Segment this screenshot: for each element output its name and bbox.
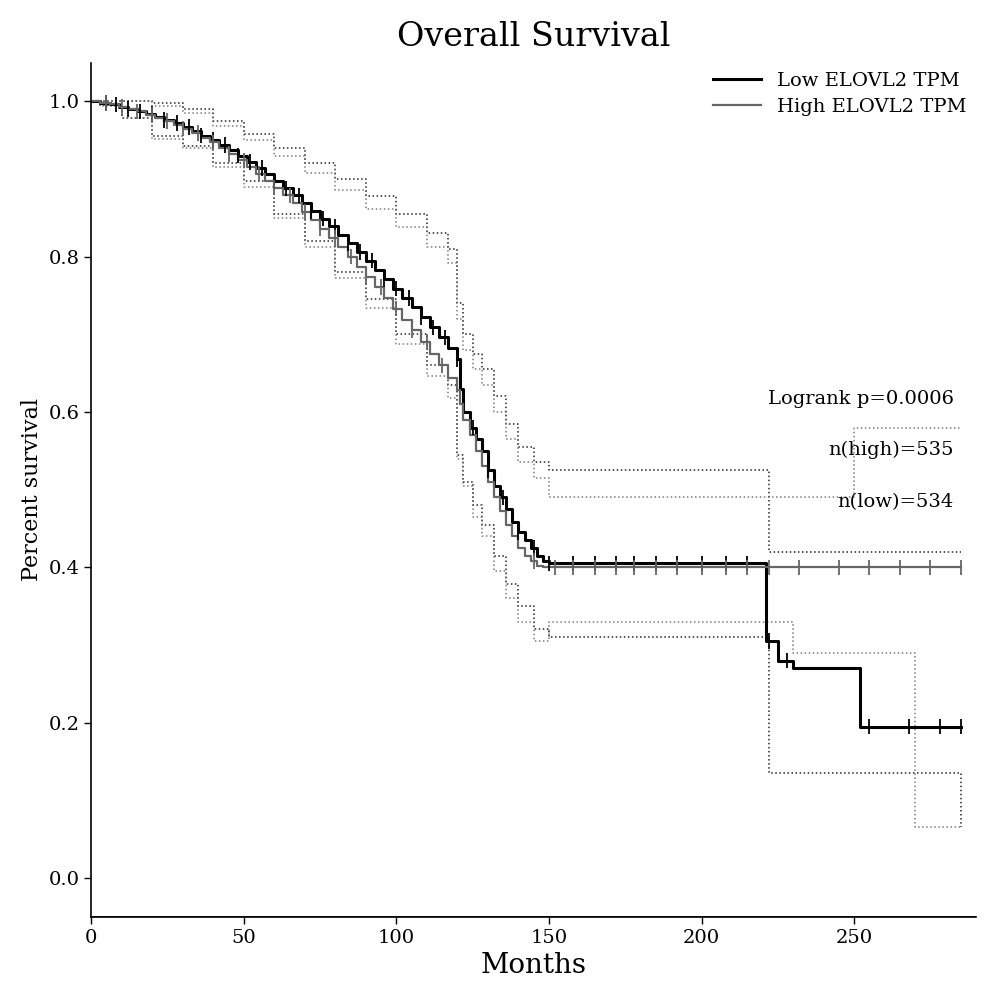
Line: High ELOVL2 TPM: High ELOVL2 TPM <box>91 101 961 567</box>
Low ELOVL2 TPM <box>757 557 769 569</box>
Low ELOVL2 TPM <box>589 557 601 569</box>
Low ELOVL2 TPM <box>955 721 967 733</box>
Title: Overall Survival: Overall Survival <box>397 21 670 53</box>
High ELOVL2 TPM <box>113 98 125 110</box>
Low ELOVL2 TPM <box>854 721 866 733</box>
High ELOVL2 TPM <box>277 189 289 201</box>
Low ELOVL2 TPM <box>803 662 815 674</box>
Low ELOVL2 TPM <box>665 557 677 569</box>
High ELOVL2 TPM <box>955 561 967 573</box>
Y-axis label: Percent survival: Percent survival <box>21 398 43 581</box>
Low ELOVL2 TPM <box>296 189 308 201</box>
Text: n(low)=534: n(low)=534 <box>837 493 954 511</box>
Text: n(high)=535: n(high)=535 <box>829 441 954 459</box>
High ELOVL2 TPM <box>476 460 488 472</box>
High ELOVL2 TPM <box>85 95 97 107</box>
Line: Low ELOVL2 TPM: Low ELOVL2 TPM <box>91 101 961 727</box>
High ELOVL2 TPM <box>351 261 363 273</box>
Low ELOVL2 TPM <box>85 95 97 107</box>
X-axis label: Months: Months <box>481 952 586 979</box>
High ELOVL2 TPM <box>122 103 134 115</box>
High ELOVL2 TPM <box>665 561 677 573</box>
High ELOVL2 TPM <box>536 561 548 573</box>
Legend: Low ELOVL2 TPM, High ELOVL2 TPM: Low ELOVL2 TPM, High ELOVL2 TPM <box>713 72 966 116</box>
Low ELOVL2 TPM <box>955 721 967 733</box>
Text: Logrank p=0.0006: Logrank p=0.0006 <box>768 390 954 408</box>
